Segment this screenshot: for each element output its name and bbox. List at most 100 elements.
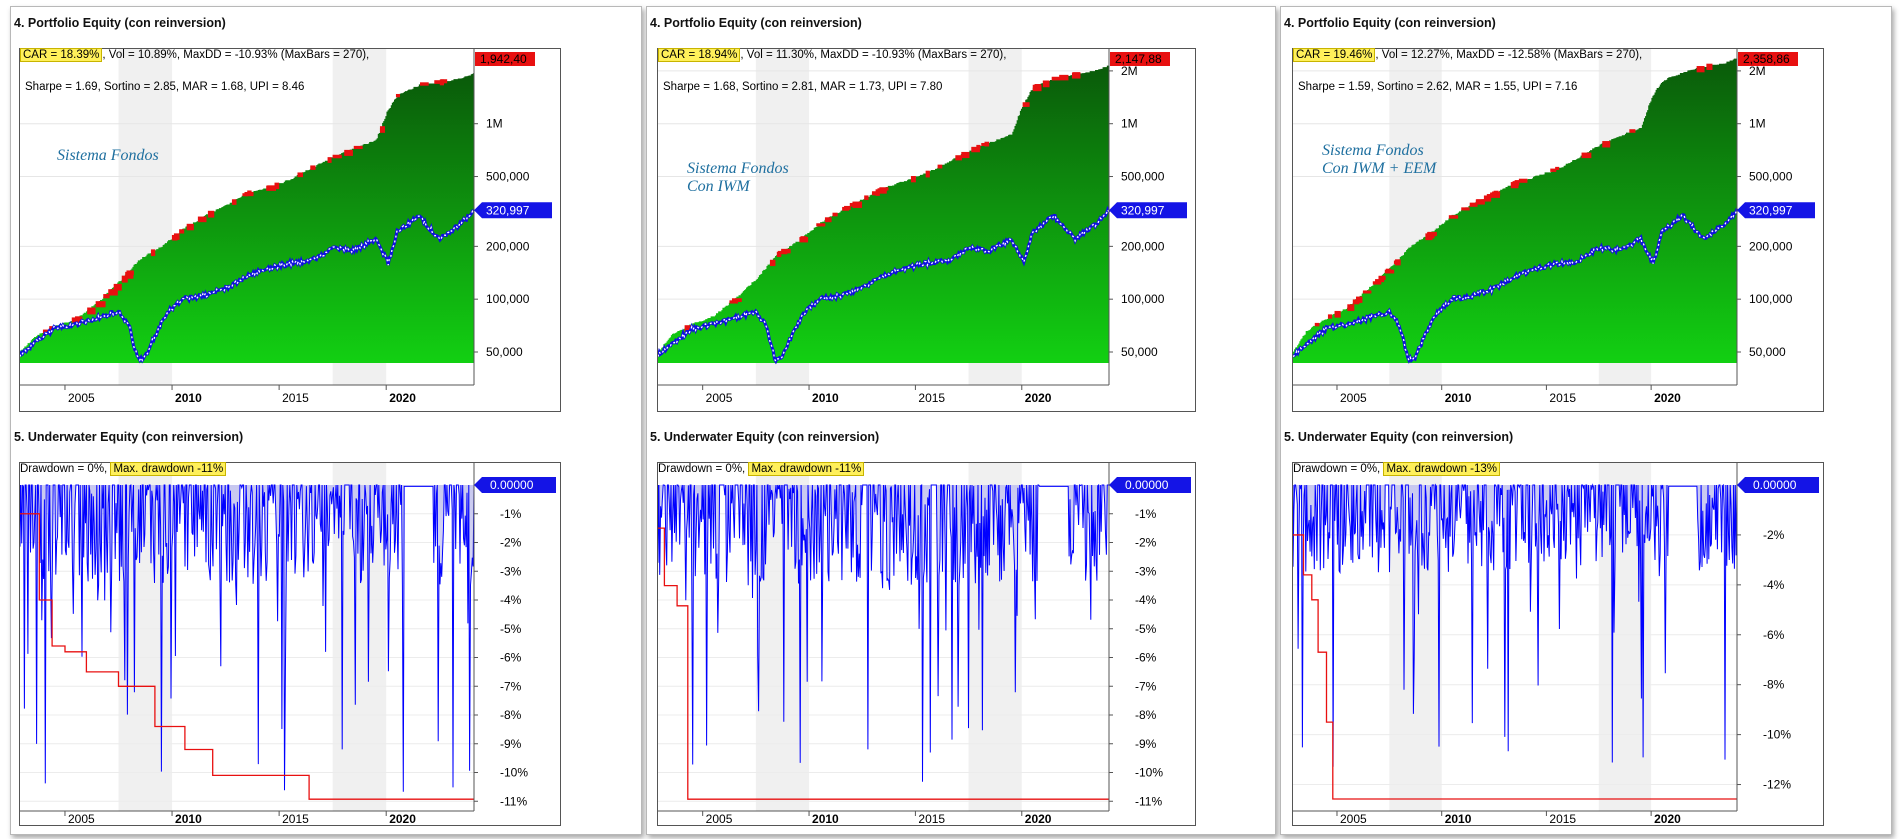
drawdown-mark <box>420 82 429 86</box>
x-tick-label: 2010 <box>175 391 202 405</box>
drawdown-mark <box>1042 80 1050 88</box>
y-tick-label: -10% <box>500 766 528 780</box>
x-tick-label: 2015 <box>1549 812 1576 825</box>
y-tick-label: -3% <box>500 564 522 578</box>
drawdown-mark <box>207 210 215 218</box>
y-tick-label: 500,000 <box>486 170 530 184</box>
y-tick-label: -1% <box>500 507 522 521</box>
system-label: Sistema Fondos Con IWM + EEM <box>1322 142 1437 177</box>
drawdown-mark <box>1372 281 1382 285</box>
drawdown-mark <box>108 289 118 296</box>
benchmark-value-label: 320,997 <box>486 203 530 217</box>
max-drawdown-line <box>1293 534 1737 800</box>
drawdown-mark <box>1051 76 1060 81</box>
y-tick-label: -5% <box>500 622 522 636</box>
benchmark-line-highlight <box>658 207 1110 363</box>
y-tick-label: -6% <box>1135 651 1157 665</box>
stats-line-1: CAR = 19.46%, Vol = 12.27%, MaxDD = -12.… <box>1293 48 1643 62</box>
y-tick-label: -11% <box>500 794 527 808</box>
drawdown-mark <box>1706 63 1713 70</box>
y-tick-label: -5% <box>1135 622 1157 636</box>
stats-rest: , Vol = 12.27%, MaxDD = -12.58% (MaxBars… <box>1375 49 1643 61</box>
equity-value-label: 1,942,40 <box>480 52 527 66</box>
x-tick-label: 2005 <box>1340 391 1367 405</box>
drawdown-value-badge <box>1109 477 1191 493</box>
drawdown-mark <box>1518 178 1528 183</box>
y-tick-label: -10% <box>1135 766 1163 780</box>
x-tick-label: 2015 <box>918 812 945 825</box>
drawdown-mark <box>310 165 316 170</box>
stats-line-1: CAR = 18.39%, Vol = 10.89%, MaxDD = -10.… <box>20 48 369 62</box>
drawdown-mark <box>1362 290 1372 294</box>
underwater-chart-title: 5. Underwater Equity (con reinversion) <box>14 430 244 444</box>
equity-chart-title: 4. Portfolio Equity (con reinversion) <box>14 16 226 30</box>
y-tick-label: -4% <box>1135 593 1157 607</box>
x-tick-label: 2010 <box>1445 391 1472 405</box>
drawdown-mark <box>121 275 128 283</box>
drawdown-mark <box>434 80 445 84</box>
drawdown-mark <box>816 223 826 227</box>
drawdown-mark <box>800 236 807 241</box>
drawdown-mark <box>87 307 96 315</box>
x-tick-label: 2020 <box>1654 812 1681 825</box>
drawdown-value-badge <box>1737 477 1819 493</box>
y-tick-label: 50,000 <box>1121 345 1158 359</box>
drawdown-mark <box>1334 310 1341 318</box>
drawdown-value-badge <box>474 477 556 493</box>
y-tick-label: -2% <box>1135 536 1157 550</box>
y-tick-label: -2% <box>500 536 522 550</box>
underwater-chart: -1% -2% -3% -4% -5% -6% -7% -8% -9% -10% -11% 2005 2… <box>19 462 561 826</box>
benchmark-line-highlight <box>1293 208 1738 362</box>
equity-chart-svg: 50,000 100,000 200,000 500,000 1M 2M 2005 2010 2… <box>658 49 1187 405</box>
drawdown-mark <box>197 216 207 223</box>
drawdown-mark <box>1059 74 1069 81</box>
drawdown-mark <box>244 191 254 197</box>
underwater-line <box>1293 483 1738 767</box>
drawdown-mark <box>125 271 134 279</box>
benchmark-line-highlight <box>20 210 475 362</box>
x-tick-label: 2020 <box>389 812 416 825</box>
drawdown-mark <box>871 191 879 196</box>
drawdown-mark <box>71 317 79 323</box>
benchmark-value-label: 320,997 <box>1121 203 1165 217</box>
x-tick-label: 2010 <box>1445 812 1472 825</box>
drawdown-mark <box>1448 215 1459 219</box>
drawdown-mark <box>937 164 943 169</box>
x-tick-label: 2010 <box>812 391 839 405</box>
drawdown-mark <box>849 202 855 207</box>
drawdown-mark <box>1395 259 1401 266</box>
drawdown-mark <box>126 270 134 276</box>
x-tick-label: 2020 <box>1025 391 1052 405</box>
x-tick-label: 2005 <box>706 391 733 405</box>
y-tick-label: -8% <box>500 708 522 722</box>
y-tick-label: 200,000 <box>1749 239 1793 253</box>
drawdown-mark <box>1581 152 1592 159</box>
stats-line-2: Sharpe = 1.59, Sortino = 2.62, MAR = 1.5… <box>1298 81 1578 93</box>
max-drawdown-highlight: Max. drawdown -13% <box>1383 462 1501 476</box>
y-tick-label: 50,000 <box>486 345 523 359</box>
equity-area <box>658 65 1109 363</box>
y-tick-label: -4% <box>1763 578 1785 592</box>
equity-chart-title: 4. Portfolio Equity (con reinversion) <box>650 16 862 30</box>
drawdown-mark <box>297 172 304 178</box>
y-tick-label: 500,000 <box>1121 170 1165 184</box>
drawdown-mark <box>1555 166 1560 171</box>
car-highlight: CAR = 18.94% <box>658 48 741 62</box>
drawdown-mark <box>231 199 237 205</box>
x-tick-label: 2005 <box>1340 812 1367 825</box>
max-drawdown-line <box>20 513 474 800</box>
y-tick-label: 100,000 <box>486 292 530 306</box>
x-tick-label: 2015 <box>918 391 945 405</box>
benchmark-value-label: 320,997 <box>1749 203 1793 217</box>
drawdown-mark <box>971 146 980 153</box>
drawdown-mark <box>353 145 363 150</box>
y-tick-label: -8% <box>1135 708 1157 722</box>
underwater-chart-svg: -2% -4% -6% -8% -10% -12% 2005 2010 2015 2020 0.00… <box>1293 463 1819 825</box>
drawdown-text: Drawdown = 0%, <box>658 463 749 475</box>
underwater-chart-svg: -1% -2% -3% -4% -5% -6% -7% -8% -9% -10% -11% 2005 2… <box>658 463 1191 825</box>
drawdown-mark <box>1071 72 1081 79</box>
y-tick-label: 100,000 <box>1121 292 1165 306</box>
underwater-chart: -1% -2% -3% -4% -5% -6% -7% -8% -9% -10% -11% 2005 2… <box>657 462 1196 826</box>
drawdown-mark <box>186 223 194 231</box>
max-drawdown-line <box>658 527 1109 800</box>
